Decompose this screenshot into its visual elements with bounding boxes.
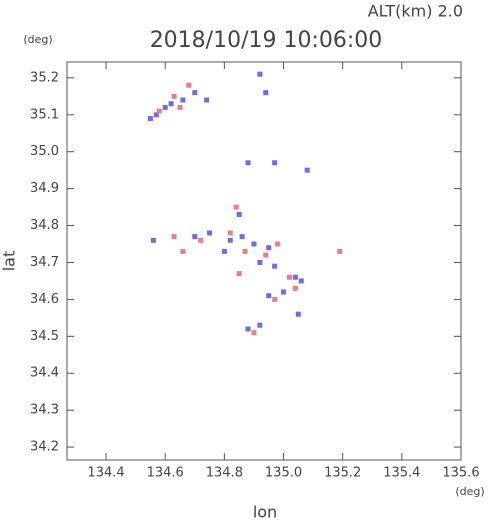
- x-tick-label: 134.6: [147, 466, 184, 481]
- echo-point: [198, 237, 204, 243]
- echo-point: [263, 252, 269, 258]
- y-tick-label: 34.2: [30, 440, 59, 455]
- echo-point: [251, 330, 257, 336]
- echo-point: [150, 237, 156, 243]
- echo-point: [251, 241, 257, 247]
- echo-point: [147, 115, 153, 121]
- echo-point: [227, 230, 233, 236]
- echo-point: [171, 93, 177, 99]
- echo-point: [192, 90, 198, 96]
- echo-point: [292, 285, 298, 291]
- x-tick-label: 135.2: [324, 466, 361, 481]
- echo-point: [272, 160, 278, 166]
- y-tick-label: 35.2: [30, 70, 59, 85]
- echo-point: [239, 234, 245, 240]
- x-unit: (deg): [455, 485, 484, 498]
- echo-point: [257, 259, 263, 265]
- echo-point: [233, 204, 239, 210]
- echo-point: [298, 278, 304, 284]
- echo-point: [245, 160, 251, 166]
- echo-point: [275, 241, 281, 247]
- echo-point: [281, 289, 287, 295]
- y-tick-label: 34.3: [30, 403, 59, 418]
- x-axis-label: lon: [253, 503, 277, 521]
- echo-point: [304, 167, 310, 173]
- echo-point: [171, 234, 177, 240]
- y-tick-label: 35.0: [30, 144, 59, 159]
- x-tick-label: 134.4: [87, 466, 124, 481]
- echo-point: [236, 271, 242, 277]
- echo-point: [204, 97, 210, 103]
- echo-point: [153, 112, 159, 118]
- echo-point: [227, 237, 233, 243]
- y-tick-label: 34.7: [30, 255, 59, 270]
- chart-title: 2018/10/19 10:06:00: [150, 28, 383, 53]
- x-tick-label: 135.6: [442, 466, 479, 481]
- echo-point: [162, 104, 168, 110]
- y-tick-label: 34.5: [30, 329, 59, 344]
- echo-point: [272, 263, 278, 269]
- y-tick-label: 34.4: [30, 366, 59, 381]
- echo-point: [180, 248, 186, 254]
- echo-point: [192, 234, 198, 240]
- plot-frame: [66, 61, 462, 461]
- echo-point: [292, 274, 298, 280]
- echo-point: [295, 311, 301, 317]
- echo-point: [266, 293, 272, 299]
- echo-point: [221, 248, 227, 254]
- echo-point: [245, 326, 251, 332]
- echo-point: [272, 296, 278, 302]
- x-tick-label: 135.4: [383, 466, 420, 481]
- x-tick-label: 134.8: [206, 466, 243, 481]
- y-tick-label: 34.6: [30, 292, 59, 307]
- y-unit: (deg): [23, 33, 52, 46]
- echo-point: [257, 322, 263, 328]
- y-tick-label: 35.1: [30, 107, 59, 122]
- echo-point: [242, 248, 248, 254]
- echo-point: [266, 245, 272, 251]
- echo-point: [207, 230, 213, 236]
- echo-point: [236, 211, 242, 217]
- echo-point: [337, 248, 343, 254]
- echo-point: [177, 104, 183, 110]
- echo-point: [257, 71, 263, 77]
- y-axis-label: lat: [0, 251, 19, 272]
- echo-point: [180, 97, 186, 103]
- y-tick-label: 34.9: [30, 181, 59, 196]
- echo-point: [156, 108, 162, 114]
- y-tick-label: 34.8: [30, 218, 59, 233]
- altitude-label: ALT(km) 2.0: [368, 2, 463, 21]
- echo-point: [168, 101, 174, 107]
- echo-point: [286, 274, 292, 280]
- echo-point: [186, 82, 192, 88]
- x-tick-label: 135.0: [265, 466, 302, 481]
- echo-point: [263, 90, 269, 96]
